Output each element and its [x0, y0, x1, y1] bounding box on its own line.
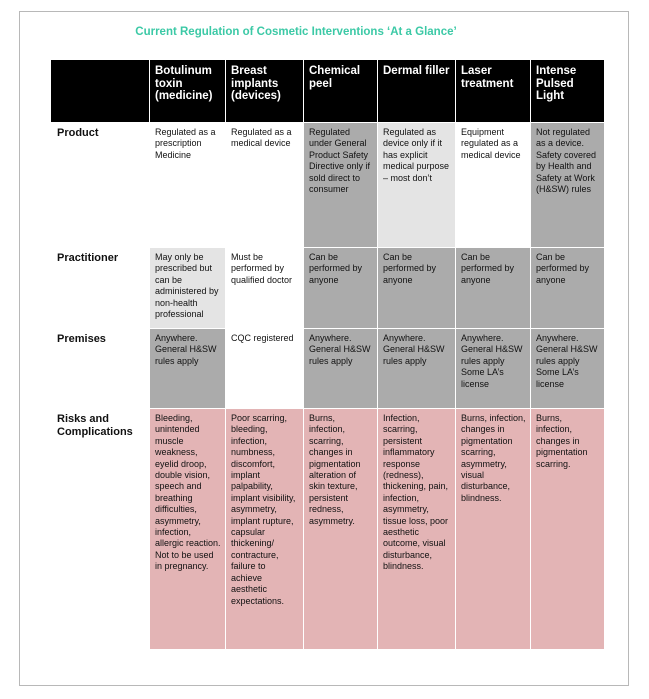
table-cell: Not regulated as a device. Safety covere… [530, 122, 605, 248]
table-cell: Burns, infection, changes in pigmentatio… [455, 408, 531, 650]
table-cell: Can be performed by anyone [377, 247, 456, 329]
table-cell: Poor scarring, bleeding, infection, numb… [225, 408, 304, 650]
row-header: Product [50, 122, 150, 248]
column-header: Intense Pulsed Light [530, 59, 605, 123]
row-header: Risks and Complications [50, 408, 150, 650]
table-row: Risks and Complications Bleeding, uninte… [50, 408, 605, 650]
column-header: Botulinum toxin (medicine) [149, 59, 226, 123]
table-cell: Anywhere. General H&SW rules apply [149, 328, 226, 409]
table-cell: Equipment regulated as a medical device [455, 122, 531, 248]
table-cell: Infection, scarring, persistent inflamma… [377, 408, 456, 650]
table-row: Premises Anywhere. General H&SW rules ap… [50, 328, 605, 409]
table-cell: Regulated as a prescription Medicine [149, 122, 226, 248]
table-cell: Regulated as device only if it has expli… [377, 122, 456, 248]
table-cell: Can be performed by anyone [455, 247, 531, 329]
table-header-row: Botulinum toxin (medicine) Breast implan… [50, 59, 605, 123]
table-cell: Anywhere. General H&SW rules apply Some … [530, 328, 605, 409]
column-header: Breast implants (devices) [225, 59, 304, 123]
table-cell: Burns, infection, scarring, changes in p… [303, 408, 378, 650]
document-title: Current Regulation of Cosmetic Intervent… [135, 26, 457, 38]
table-cell: Must be performed by qualified doctor [225, 247, 304, 329]
column-header: Chemical peel [303, 59, 378, 123]
table-row: Product Regulated as a prescription Medi… [50, 122, 605, 248]
table-cell: Anywhere. General H&SW rules apply [377, 328, 456, 409]
column-header: Laser treatment [455, 59, 531, 123]
document-page: Current Regulation of Cosmetic Intervent… [19, 11, 629, 686]
row-header: Practitioner [50, 247, 150, 329]
table-cell: Burns, infection, changes in pigmentatio… [530, 408, 605, 650]
table-cell: Can be performed by anyone [530, 247, 605, 329]
table-cell: Regulated under General Product Safety D… [303, 122, 378, 248]
table-cell: Anywhere. General H&SW rules apply [303, 328, 378, 409]
table-row: Practitioner May only be prescribed but … [50, 247, 605, 329]
table-cell: Can be performed by anyone [303, 247, 378, 329]
table-cell: Anywhere. General H&SW rules apply Some … [455, 328, 531, 409]
header-corner [50, 59, 150, 123]
table-cell: CQC registered [225, 328, 304, 409]
column-header: Dermal filler [377, 59, 456, 123]
regulation-table: Botulinum toxin (medicine) Breast implan… [50, 59, 605, 650]
row-header: Premises [50, 328, 150, 409]
table-cell: May only be prescribed but can be admini… [149, 247, 226, 329]
table-cell: Bleeding, unintended muscle weakness, ey… [149, 408, 226, 650]
table-cell: Regulated as a medical device [225, 122, 304, 248]
